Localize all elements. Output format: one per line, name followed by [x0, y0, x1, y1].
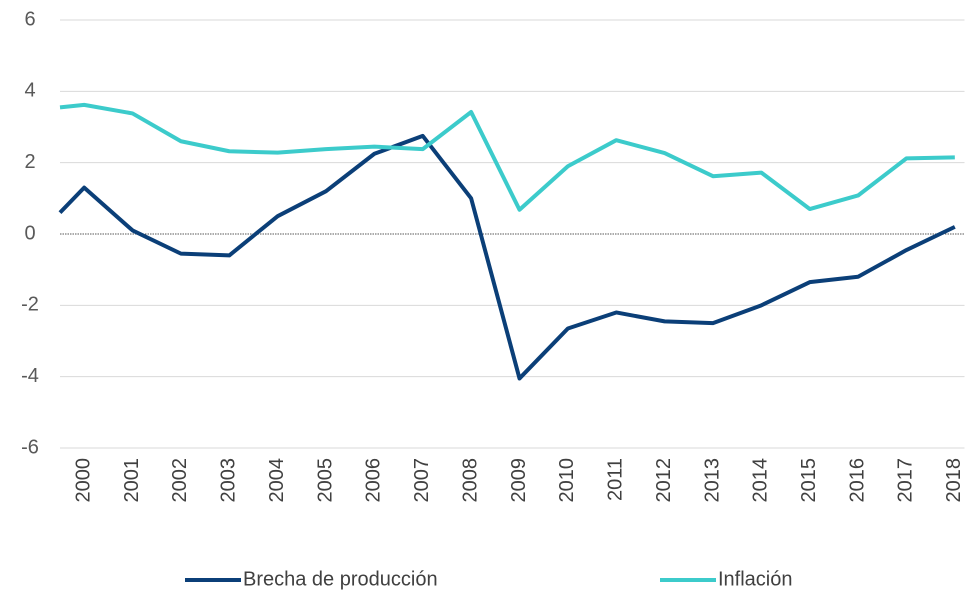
x-tick-label: 2016: [846, 458, 868, 503]
x-tick-label: 2004: [266, 458, 288, 503]
legend-label: Brecha de producción: [243, 568, 438, 590]
x-tick-label: 2008: [459, 458, 481, 503]
x-tick-label: 2006: [363, 458, 385, 503]
y-tick-label: 6: [24, 8, 35, 30]
x-tick-label: 2012: [653, 458, 675, 503]
x-tick-label: 2014: [750, 458, 772, 503]
x-tick-label: 2002: [169, 458, 191, 503]
x-tick-label: 2011: [605, 458, 627, 501]
series-line: [59, 102, 955, 212]
y-tick-label: 4: [24, 80, 35, 102]
legend-label: Inflación: [718, 568, 793, 590]
x-tick-label: 2003: [218, 458, 240, 503]
y-tick-label: 0: [24, 222, 35, 244]
x-tick-label: 2013: [701, 458, 723, 503]
y-tick-label: -6: [21, 436, 39, 458]
y-tick-label: -4: [21, 365, 39, 387]
x-tick-label: 2007: [411, 458, 433, 503]
x-tick-label: 2000: [72, 458, 94, 503]
x-tick-label: 2018: [943, 458, 965, 503]
x-tick-label: 2015: [798, 458, 820, 503]
x-tick-label: 2017: [895, 458, 917, 503]
x-tick-label: 2005: [314, 458, 336, 503]
x-tick-label: 2010: [556, 458, 578, 503]
x-tick-label: 2009: [508, 458, 530, 503]
y-tick-label: -2: [21, 294, 39, 316]
x-tick-label: 2001: [121, 458, 143, 503]
series-line: [58, 133, 956, 381]
y-tick-label: 2: [24, 151, 35, 173]
